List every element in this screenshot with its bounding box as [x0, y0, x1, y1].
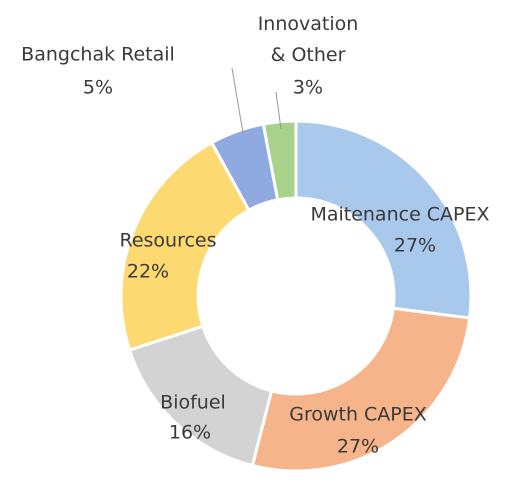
leader-line — [231, 67, 244, 134]
slice-label: Maitenance CAPEX — [310, 203, 490, 226]
slice-label: Resources — [119, 229, 217, 252]
value-label: 16% — [168, 421, 212, 444]
donut-slice — [250, 306, 472, 473]
slice-label: Bangchak Retail — [21, 43, 175, 66]
donut-slice — [294, 119, 473, 320]
leader-line — [275, 91, 282, 130]
slice-label: Growth CAPEX — [289, 403, 427, 426]
value-label: 22% — [126, 260, 170, 283]
value-label: 3% — [292, 76, 324, 99]
slice-label: Innovation & Other — [257, 13, 359, 66]
value-label: 27% — [393, 234, 437, 257]
donut-slice — [119, 140, 251, 352]
donut-slice — [127, 324, 274, 468]
value-label: 5% — [82, 76, 114, 99]
slice-label: Biofuel — [160, 391, 226, 414]
donut-slice — [209, 122, 280, 213]
value-label: 27% — [336, 435, 380, 458]
